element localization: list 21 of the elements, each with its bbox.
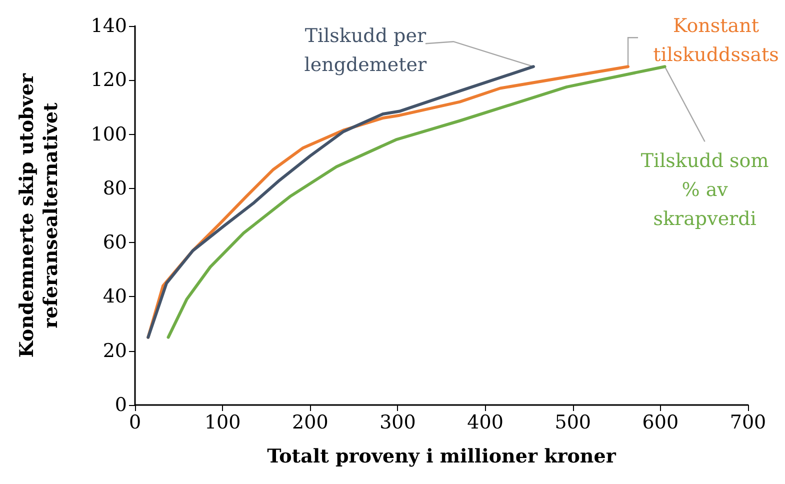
x-tick-label: 0 <box>128 412 142 434</box>
y-tick-label: 100 <box>90 123 127 146</box>
y-tick-label: 0 <box>114 394 127 416</box>
y-tick-label: 80 <box>102 177 127 200</box>
x-tick-label: 100 <box>204 412 241 434</box>
x-tick-label: 300 <box>380 412 416 434</box>
series-label: Tilskudd per lengdemeter <box>304 25 428 76</box>
y-tick-label: 140 <box>90 15 127 37</box>
x-tick-label: 200 <box>292 412 328 434</box>
x-tick-label: 600 <box>642 412 679 434</box>
y-tick-label: 20 <box>102 340 127 362</box>
text: Tilskudd som % av skrapverdi <box>640 150 769 230</box>
y-axis-title: Kondemnerte skip utobver referansealternativet <box>16 72 62 358</box>
x-axis-title: Totalt proveny i millioner kroner <box>267 446 617 468</box>
x-tick-label: 500 <box>554 412 591 434</box>
x-tick-label: 700 <box>730 412 766 434</box>
y-tick-label: 120 <box>90 69 127 92</box>
x-tick-label: 400 <box>467 412 504 434</box>
y-tick-label: 60 <box>102 232 127 254</box>
y-tick-label: 40 <box>102 286 127 308</box>
series-label: Konstant tilskuddssats <box>653 15 779 66</box>
